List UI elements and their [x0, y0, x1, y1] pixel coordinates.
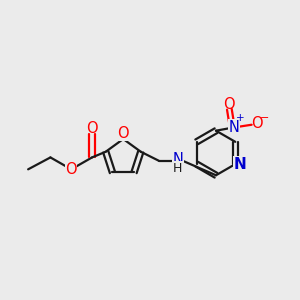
- Text: N: N: [228, 120, 239, 135]
- Text: O: O: [224, 97, 235, 112]
- Text: +: +: [236, 113, 245, 123]
- Text: H: H: [173, 162, 183, 175]
- Text: O: O: [251, 116, 263, 131]
- Text: O: O: [117, 126, 129, 141]
- Text: −: −: [260, 113, 269, 123]
- Text: N: N: [234, 157, 247, 172]
- Text: O: O: [86, 121, 98, 136]
- Text: N: N: [172, 152, 183, 167]
- Text: O: O: [65, 162, 77, 177]
